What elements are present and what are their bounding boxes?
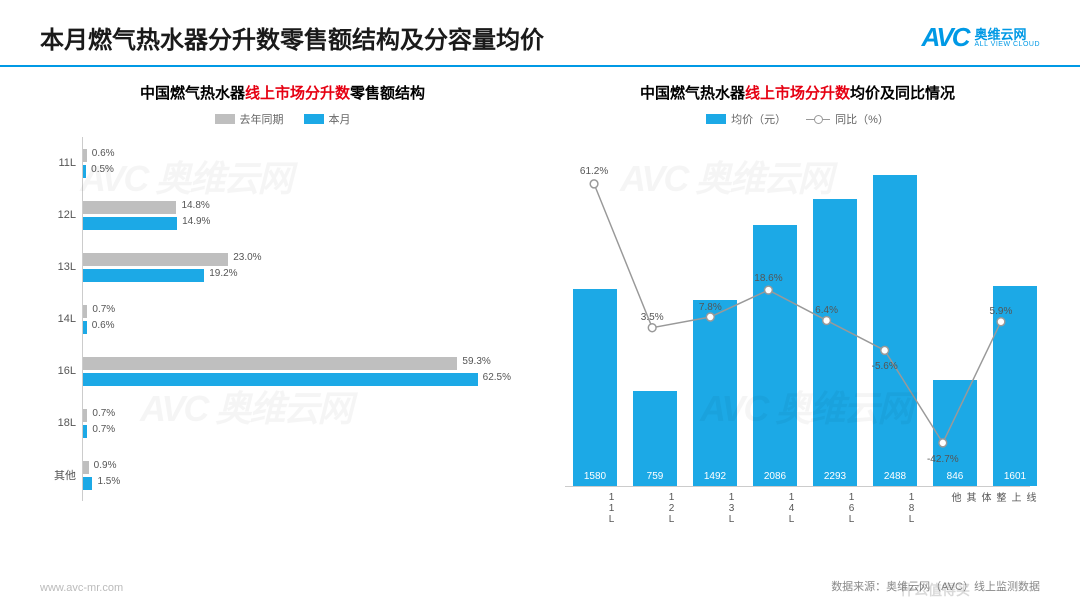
line-point-label: 5.9% (990, 306, 1013, 317)
bar-row: 14L0.7%0.6% (40, 293, 525, 345)
left-chart-title: 中国燃气热水器线上市场分升数零售额结构 (40, 82, 525, 103)
overlay-watermark: 什么值得买 (900, 580, 970, 600)
combo-chart: 158011L 75912L 149213L 208614L 229316L 248818… (555, 137, 1040, 537)
legend-line-icon (806, 119, 830, 120)
logo-mark: AVC (922, 22, 969, 53)
legend-swatch-this (304, 114, 324, 124)
bar-row: 11L0.6%0.5% (40, 137, 525, 189)
line-point-label: 18.6% (754, 273, 782, 284)
right-legend: 均价（元） 同比（%） (555, 111, 1040, 127)
column: 149213L (693, 300, 737, 487)
line-point-label: -42.7% (927, 454, 959, 465)
logo-cn: 奥维云网 (975, 28, 1040, 41)
brand-logo: AVC 奥维云网 ALL VIEW CLOUD (922, 22, 1040, 53)
line-point-label: -5.6% (872, 361, 898, 372)
line-point-label: 61.2% (580, 166, 608, 177)
line-point-label: 3.5% (641, 312, 664, 323)
left-legend: 去年同期 本月 (40, 111, 525, 127)
logo-en: ALL VIEW CLOUD (975, 41, 1040, 48)
column: 208614L (753, 225, 797, 486)
legend-swatch-last (215, 114, 235, 124)
legend-swatch-bar (706, 114, 726, 124)
bar-row: 13L23.0%19.2% (40, 241, 525, 293)
line-point-label: 6.4% (815, 305, 838, 316)
bar-row: 12L14.8%14.9% (40, 189, 525, 241)
column: 75912L (633, 391, 677, 486)
bar-row: 其他0.9%1.5% (40, 449, 525, 501)
column: 229316L (813, 199, 857, 486)
line-point-label: 7.8% (699, 302, 722, 313)
footer-url: www.avc-mr.com (40, 582, 123, 594)
column: 158011L (573, 289, 617, 487)
bar-row: 18L0.7%0.7% (40, 397, 525, 449)
right-chart-title: 中国燃气热水器线上市场分升数均价及同比情况 (555, 82, 1040, 103)
right-chart-panel: 中国燃气热水器线上市场分升数均价及同比情况 均价（元） 同比（%） 158011… (555, 82, 1040, 537)
column: 248818L (873, 175, 917, 486)
bar-row: 16L59.3%62.5% (40, 345, 525, 397)
horizontal-bar-chart: 11L0.6%0.5%12L14.8%14.9%13L23.0%19.2%14L… (40, 137, 525, 537)
column: 846其他 (933, 380, 977, 486)
page-title: 本月燃气热水器分升数零售额结构及分容量均价 (40, 20, 544, 55)
left-chart-panel: 中国燃气热水器线上市场分升数零售额结构 去年同期 本月 11L0.6%0.5%1… (40, 82, 525, 537)
